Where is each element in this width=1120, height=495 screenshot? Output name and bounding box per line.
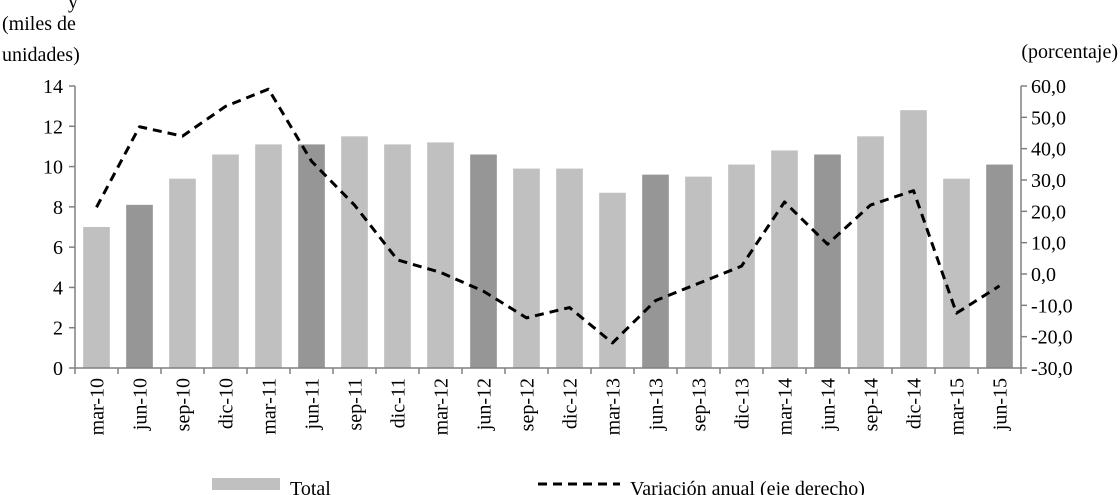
x-tick-label: dic-10	[216, 378, 238, 429]
left-tick-label: 6	[53, 237, 63, 259]
bar-mar-12	[427, 142, 454, 368]
bar-mar-11	[255, 144, 282, 368]
bar-sep-13	[685, 176, 712, 368]
left-tick-label: 12	[43, 116, 63, 138]
x-tick-label: jun-13	[646, 378, 668, 431]
bar-mar-10	[83, 227, 110, 368]
bar-sep-12	[513, 168, 540, 368]
left-tick-label: 8	[53, 197, 63, 219]
x-tick-label: mar-11	[259, 378, 281, 435]
x-tick-label: sep-10	[173, 378, 195, 431]
left-tick-label: 14	[43, 76, 63, 98]
x-tick-label: mar-14	[775, 378, 797, 435]
bar-sep-11	[341, 136, 368, 368]
right-tick-label: 20,0	[1031, 201, 1066, 223]
line-series-group	[95, 87, 1001, 345]
bar-sep-10	[169, 178, 196, 368]
x-tick-label: jun-11	[302, 378, 324, 430]
bar-jun-12	[470, 154, 497, 368]
x-tick-label: dic-14	[904, 378, 926, 429]
bar-sep-14	[857, 136, 884, 368]
right-tick-label: -30,0	[1031, 358, 1073, 380]
x-tick-label: mar-13	[603, 378, 625, 435]
left-tick-label: 0	[53, 358, 63, 380]
left-tick-label: 4	[53, 277, 63, 299]
bar-dic-11	[384, 144, 411, 368]
bar-mar-14	[771, 150, 798, 368]
x-tick-label: mar-12	[431, 378, 453, 435]
left-tick-label: 2	[53, 318, 63, 340]
x-tick-label: jun-12	[474, 378, 496, 431]
bar-dic-12	[556, 168, 583, 368]
right-tick-label: 60,0	[1031, 76, 1066, 98]
variacion-anual-line	[95, 87, 1001, 345]
x-tick-label: sep-13	[689, 378, 711, 431]
x-tick-label: dic-13	[732, 378, 754, 429]
legend-label-total: Total	[290, 478, 331, 495]
bars-group	[83, 110, 1013, 369]
x-tick-label: jun-10	[130, 378, 152, 431]
x-tick-label: sep-14	[861, 378, 883, 431]
right-axis-label: (porcentaje)	[1021, 41, 1118, 63]
axes-group: 0 2 4 6 8 10 12 14 -30,0 -20,0 -10,0 0,0 10,0 20,0 30,…	[43, 76, 1073, 380]
legend: Total Variación anual (eje derecho)	[212, 478, 865, 495]
right-tick-label: 0,0	[1031, 264, 1056, 286]
bar-mar-13	[599, 192, 626, 368]
x-tick-label: mar-10	[87, 378, 109, 435]
x-tick-label: dic-12	[560, 378, 582, 429]
chart-title-fragment: y	[68, 0, 78, 13]
x-tick-label: dic-11	[388, 378, 410, 428]
left-tick-label: 10	[43, 157, 63, 179]
right-tick-label: 30,0	[1031, 170, 1066, 192]
bar-jun-11	[298, 144, 325, 368]
right-tick-label: -10,0	[1031, 295, 1073, 317]
x-tick-label: mar-15	[947, 378, 969, 435]
legend-swatch-total	[212, 478, 280, 490]
bar-jun-14	[814, 154, 841, 368]
left-axis-label-line1: (miles de	[2, 13, 76, 35]
right-tick-label: -20,0	[1031, 327, 1073, 349]
x-tick-label: jun-14	[818, 378, 840, 431]
x-tick-label: sep-12	[517, 378, 539, 431]
bar-jun-10	[126, 204, 153, 368]
bar-jun-13	[642, 174, 669, 368]
x-tick-labels-group: mar-10 jun-10 sep-10 dic-10 mar-11 jun-11 sep-…	[87, 378, 1012, 435]
x-tick-label: jun-15	[990, 378, 1012, 431]
right-tick-label: 10,0	[1031, 233, 1066, 255]
bar-mar-15	[943, 178, 970, 368]
left-axis-label-line2: unidades)	[2, 44, 80, 66]
legend-label-variacion: Variación anual (eje derecho)	[630, 478, 865, 495]
bar-dic-10	[212, 154, 239, 368]
bar-jun-15	[986, 164, 1013, 368]
right-tick-label: 40,0	[1031, 139, 1066, 161]
x-tick-label: sep-11	[345, 378, 367, 431]
bar-dic-14	[900, 110, 927, 369]
right-tick-label: 50,0	[1031, 107, 1066, 129]
